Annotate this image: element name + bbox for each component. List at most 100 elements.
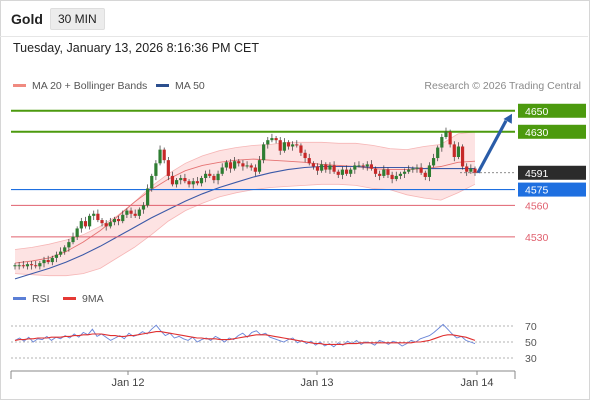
candle bbox=[129, 210, 133, 214]
rsi-line bbox=[14, 323, 476, 348]
candle bbox=[96, 213, 100, 221]
legend-ma50: MA 50 bbox=[156, 80, 205, 92]
candle bbox=[382, 169, 386, 176]
candle bbox=[315, 166, 320, 171]
candle bbox=[423, 172, 427, 177]
candle bbox=[456, 146, 461, 157]
candle bbox=[299, 145, 303, 153]
legend-ma9: 9MA bbox=[63, 293, 104, 305]
candle bbox=[170, 175, 175, 185]
last-price-label: 4591 bbox=[525, 168, 549, 180]
candle bbox=[278, 140, 282, 151]
candle bbox=[13, 265, 17, 267]
candle bbox=[42, 259, 46, 264]
bollinger-upper-line bbox=[14, 131, 476, 250]
legend-rsi-swatch bbox=[13, 296, 26, 300]
candle bbox=[245, 165, 249, 167]
candle bbox=[87, 215, 92, 227]
candle bbox=[83, 221, 88, 227]
rsi-tick-label: 50 bbox=[525, 337, 537, 349]
candle bbox=[228, 162, 233, 169]
candle bbox=[460, 146, 465, 167]
x-tick-label: Jan 14 bbox=[460, 377, 493, 389]
candle bbox=[154, 163, 158, 176]
candle bbox=[162, 149, 166, 161]
candle bbox=[357, 165, 361, 167]
candle bbox=[311, 163, 315, 167]
candle bbox=[34, 265, 38, 267]
candle bbox=[46, 259, 50, 263]
candle bbox=[407, 169, 411, 172]
candle bbox=[361, 165, 365, 167]
candle bbox=[369, 164, 373, 169]
resistance-tag bbox=[518, 103, 586, 118]
candle bbox=[340, 169, 344, 175]
candle bbox=[195, 181, 199, 184]
candle bbox=[378, 173, 382, 176]
ma50-line bbox=[14, 165, 475, 280]
candle bbox=[166, 160, 170, 176]
last-price-tag bbox=[518, 165, 586, 180]
candle bbox=[117, 219, 121, 222]
ma20-line bbox=[14, 158, 476, 264]
candle bbox=[365, 164, 369, 167]
candle bbox=[67, 242, 71, 248]
candle bbox=[452, 144, 456, 157]
candle bbox=[349, 169, 353, 174]
pivot-label: 4575 bbox=[525, 185, 549, 197]
candle bbox=[112, 219, 117, 223]
projection-arrow-shaft bbox=[476, 120, 508, 174]
candle bbox=[71, 236, 75, 243]
legend-ma20: MA 20 + Bollinger Bands bbox=[13, 80, 147, 92]
legend-rsi: RSI bbox=[13, 293, 50, 305]
candle bbox=[274, 138, 278, 141]
candle bbox=[179, 178, 183, 181]
candle bbox=[25, 264, 30, 267]
candle bbox=[233, 161, 237, 169]
candle bbox=[320, 164, 324, 171]
candle bbox=[17, 265, 21, 267]
candle bbox=[141, 205, 146, 210]
candle bbox=[75, 228, 79, 237]
support-label: 4530 bbox=[525, 232, 549, 244]
candle bbox=[398, 173, 403, 176]
candle bbox=[469, 168, 473, 172]
candle bbox=[431, 158, 436, 166]
resistance-label: 4650 bbox=[525, 106, 549, 118]
candle bbox=[29, 264, 34, 266]
candle bbox=[54, 254, 59, 258]
candle bbox=[295, 144, 299, 146]
legend-rsi-label: RSI bbox=[32, 293, 50, 305]
candle bbox=[266, 140, 270, 145]
candle bbox=[237, 161, 241, 164]
candle bbox=[286, 142, 291, 147]
x-tick-label: Jan 13 bbox=[300, 377, 333, 389]
candle bbox=[270, 138, 274, 141]
candle bbox=[336, 171, 340, 175]
candle bbox=[390, 174, 394, 180]
candle bbox=[373, 168, 378, 174]
rsi-ma-line bbox=[14, 331, 476, 345]
legend-ma9-label: 9MA bbox=[82, 293, 104, 305]
rsi-tick-label: 70 bbox=[525, 321, 537, 333]
legend-ma20-label: MA 20 + Bollinger Bands bbox=[32, 80, 148, 92]
chart-header: Gold 30 MIN bbox=[0, 0, 588, 37]
candle bbox=[108, 222, 112, 227]
timeframe-selector[interactable]: 30 MIN bbox=[50, 8, 105, 30]
bollinger-lower-line bbox=[14, 183, 476, 277]
candle bbox=[224, 162, 228, 168]
bollinger-band bbox=[15, 131, 475, 276]
candle bbox=[187, 181, 191, 185]
candle bbox=[257, 160, 262, 172]
credit-label: Research © 2026 Trading Central bbox=[424, 80, 581, 92]
candle bbox=[150, 175, 154, 189]
candle bbox=[125, 210, 129, 215]
candle bbox=[220, 167, 224, 174]
legend-ma20-swatch bbox=[13, 83, 26, 87]
pivot-tag bbox=[518, 182, 586, 197]
candle bbox=[427, 165, 432, 177]
candle bbox=[92, 213, 96, 216]
candle bbox=[291, 144, 295, 147]
candle bbox=[436, 147, 440, 159]
